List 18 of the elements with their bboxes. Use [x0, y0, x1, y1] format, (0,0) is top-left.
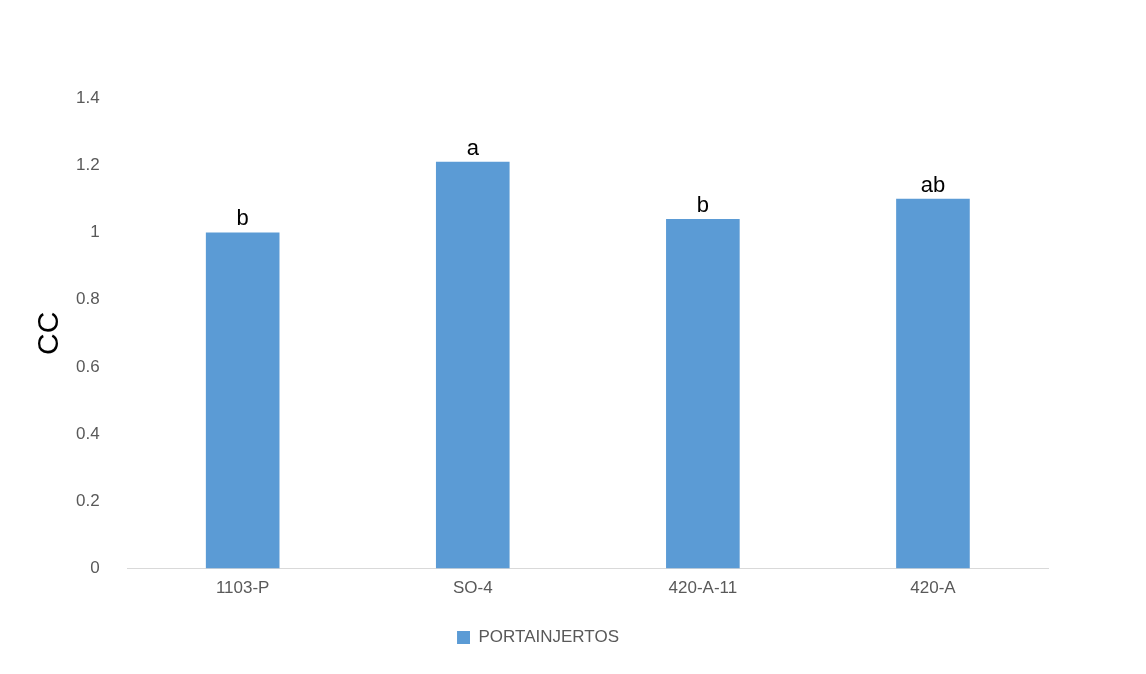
y-axis-title: CC: [31, 311, 65, 355]
y-tick-label: 0.4: [75, 423, 100, 443]
y-tick-label: 1.4: [75, 87, 100, 107]
y-tick-label: 0: [90, 558, 100, 578]
annotation: a: [466, 134, 479, 160]
x-tick-label: 420-A: [910, 578, 957, 598]
y-tick-label: 0.2: [75, 491, 100, 511]
x-tick-label: 420-A-11: [668, 578, 738, 598]
y-tick-label: 1.2: [75, 154, 100, 174]
annotation: b: [696, 192, 709, 217]
y-tick-label: 0.8: [75, 289, 100, 309]
x-tick-label: 1103-P: [215, 578, 270, 598]
legend-label: PORTAINJERTOS: [478, 627, 619, 647]
annotation: b: [236, 205, 249, 231]
y-tick-label: 1: [90, 222, 100, 242]
y-tick-label: 0.6: [75, 356, 100, 376]
x-tick-label: SO-4: [452, 578, 493, 598]
annotation: ab: [920, 171, 946, 197]
